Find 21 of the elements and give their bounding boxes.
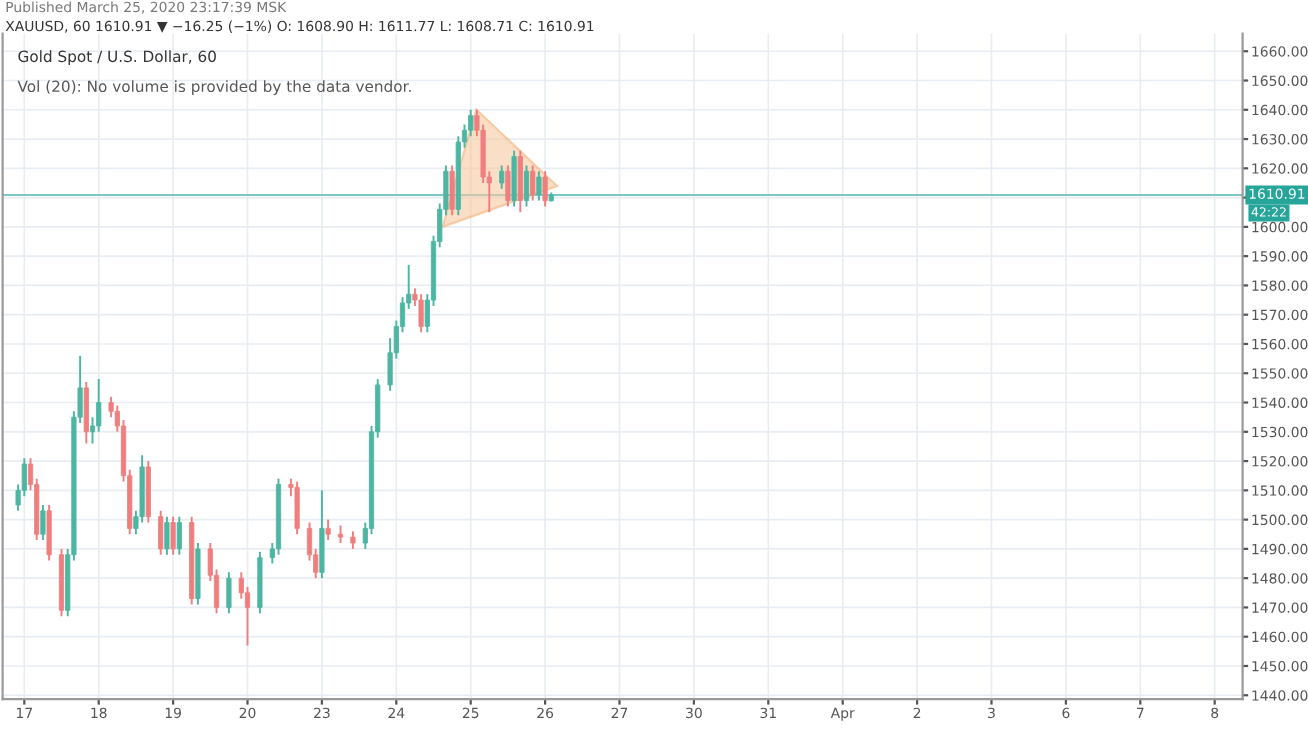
candlestick xyxy=(294,480,300,536)
candlestick xyxy=(46,504,52,562)
candlestick xyxy=(170,515,176,556)
candlestick xyxy=(418,293,424,334)
candlestick xyxy=(449,164,455,217)
candlestick xyxy=(176,515,182,556)
candlestick xyxy=(511,149,517,208)
candlestick xyxy=(542,170,548,208)
candlestick xyxy=(226,571,232,615)
candlestick xyxy=(517,149,523,214)
candlestick xyxy=(158,509,164,556)
candlestick xyxy=(536,170,542,202)
candlestick xyxy=(499,164,505,190)
candlestick xyxy=(505,164,511,208)
candlestick xyxy=(164,515,170,556)
candlestick xyxy=(83,381,89,445)
candlestick xyxy=(530,164,536,202)
candlestick xyxy=(40,504,46,542)
candlestick xyxy=(319,489,325,580)
candlestick xyxy=(523,164,530,208)
candlestick xyxy=(325,518,331,542)
